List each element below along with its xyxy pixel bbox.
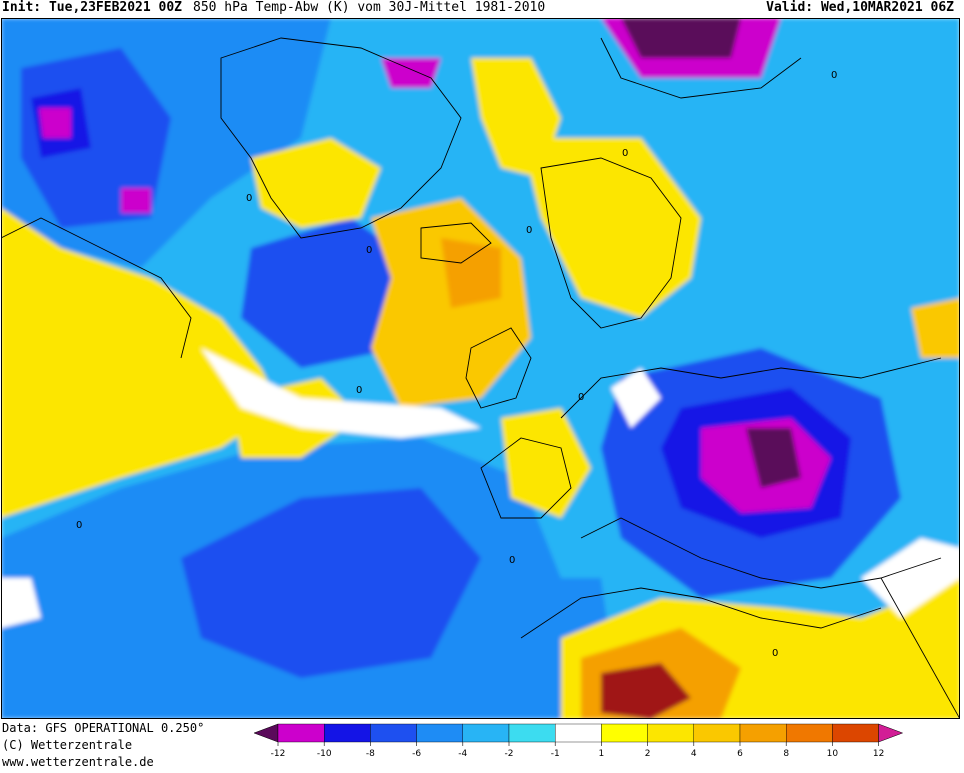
scale-tick-label: 4 [691, 749, 697, 759]
scale-box [508, 723, 556, 743]
greenland-coast [220, 37, 462, 239]
field-zero-band-1 [201, 348, 481, 438]
scale-tick-label: -12 [271, 749, 286, 759]
scale-tick-label: -1 [551, 749, 560, 759]
scale-box [416, 723, 464, 743]
field-greenland-warm [251, 138, 381, 228]
scale-box [323, 723, 371, 743]
north-america-coast [1, 217, 192, 359]
scandinavia-coast [540, 157, 682, 329]
field-barents-peak [621, 18, 741, 58]
contour-label: 0 [831, 70, 837, 81]
color-scale-legend: -12 -10 -8 -6 -4 -2 -1 1 2 4 6 8 10 12 [253, 723, 904, 759]
contour-label: 0 [246, 193, 252, 204]
color-scale-ticks: -12 -10 -8 -6 -4 -2 -1 1 2 4 6 8 10 12 [271, 742, 884, 759]
scale-box [739, 723, 787, 743]
field-balkans-peak [746, 428, 801, 488]
field-zero-band-3 [1, 578, 41, 628]
valid-time: Valid: Wed,10MAR2021 06Z [766, 0, 954, 15]
color-scale-boxes [253, 723, 904, 743]
scale-box [370, 723, 417, 743]
chart-title: 850 hPa Temp-Abw (K) vom 30J-Mittel 1981… [193, 0, 546, 15]
map-frame [1, 18, 960, 719]
init-time: Init: Tue,23FEB2021 00Z [2, 0, 183, 15]
british-isles-coast [465, 327, 532, 409]
scale-tick-label: -4 [458, 749, 467, 759]
footer: Data: GFS OPERATIONAL 0.250° (C) Wetterz… [0, 720, 964, 773]
contour-label: 0 [509, 555, 515, 566]
field-canada-peak2 [121, 188, 151, 213]
africa-north-coast [520, 587, 882, 639]
contour-label: 0 [772, 648, 778, 659]
field-scandinavia-warm [521, 138, 701, 318]
scale-tick-label: 12 [873, 749, 884, 759]
zero-contour-labels: 0 0 0 0 0 0 0 0 0 0 [76, 70, 837, 659]
arctic-coast [600, 37, 802, 99]
scale-tick-label: -10 [317, 749, 332, 759]
contour-label: 0 [76, 520, 82, 531]
scale-tick-label: 6 [737, 749, 743, 759]
scale-box [277, 723, 325, 743]
scale-box [601, 723, 648, 743]
scale-tick-label: 8 [783, 749, 789, 759]
scale-box [786, 723, 833, 743]
contour-label: 0 [622, 148, 628, 159]
scale-tick-label: 2 [645, 749, 651, 759]
contour-label: 0 [356, 385, 362, 396]
iceland-coast [420, 222, 492, 264]
temperature-anomaly-map: 0 0 0 0 0 0 0 0 0 0 [1, 18, 960, 719]
scale-tick-label: -2 [505, 749, 514, 759]
europe-north-coast [560, 357, 942, 419]
field-iceland-core [441, 238, 501, 308]
scale-tick-label: -6 [412, 749, 421, 759]
scale-arrow-min [253, 723, 279, 743]
header: Init: Tue,23FEB2021 00Z 850 hPa Temp-Abw… [0, 0, 964, 18]
contour-label: 0 [578, 392, 584, 403]
data-source-label: Data: GFS OPERATIONAL 0.250° [2, 721, 205, 735]
scale-tick-label: 1 [599, 749, 605, 759]
scale-box [693, 723, 741, 743]
contour-label: 0 [366, 245, 372, 256]
field-greenland-north-cold [381, 58, 441, 88]
iberia-coast [480, 437, 572, 519]
scale-tick-label: 10 [827, 749, 839, 759]
mediterranean-north-coast [580, 517, 942, 589]
website-url: www.wetterzentrale.de [2, 755, 154, 769]
field-africa-peak [601, 663, 691, 719]
scale-box [647, 723, 695, 743]
scale-arrow-max [878, 723, 904, 743]
anomaly-field [1, 18, 960, 719]
field-east-warm [911, 298, 960, 358]
field-zero-band-2 [611, 368, 661, 428]
field-zero-band-4 [861, 538, 960, 618]
field-canada-peak [39, 108, 71, 138]
coastlines [1, 37, 960, 719]
field-mid-atlantic-core [181, 488, 481, 678]
scale-box [462, 723, 510, 743]
copyright-label: (C) Wetterzentrale [2, 738, 133, 752]
field-west-atlantic-warm [1, 208, 281, 518]
border-line [880, 577, 960, 719]
contour-label: 0 [526, 225, 532, 236]
scale-box [555, 723, 602, 743]
scale-tick-label: -8 [366, 749, 375, 759]
scale-box [832, 723, 879, 743]
